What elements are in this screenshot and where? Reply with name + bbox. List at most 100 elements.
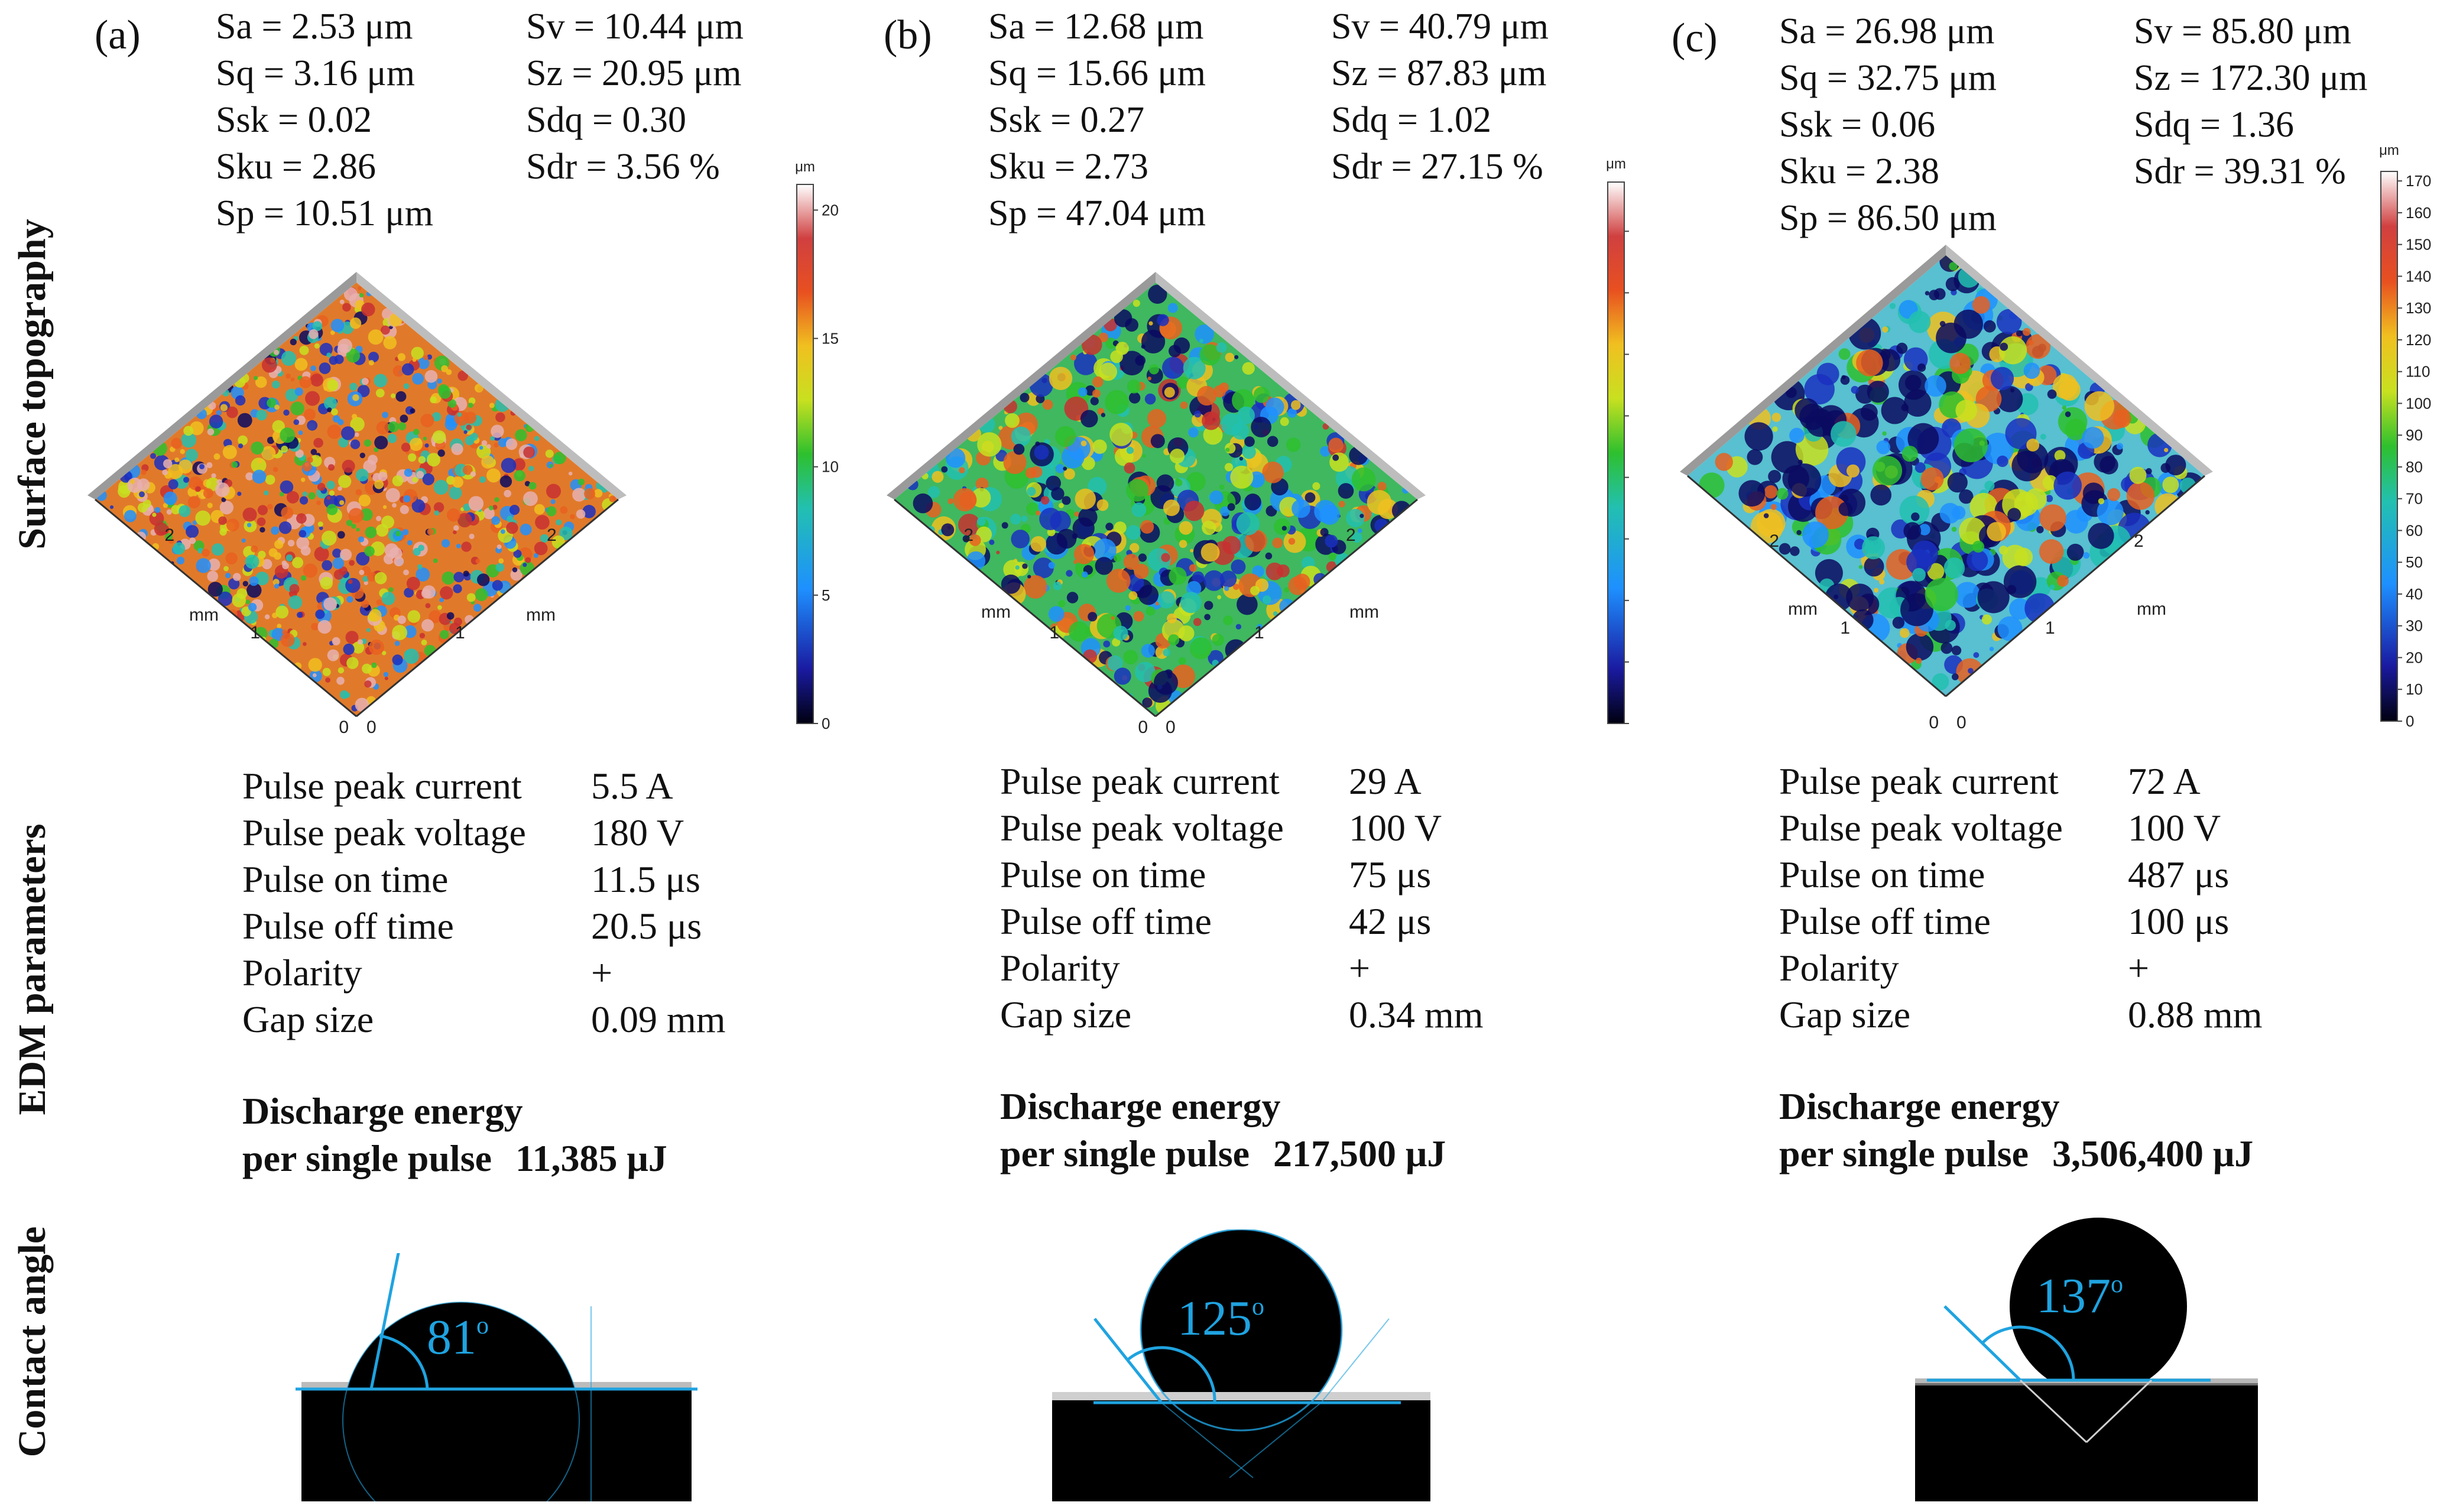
surface-speckle (299, 345, 309, 355)
surface-speckle (369, 640, 384, 655)
surface-speckle (1936, 322, 1967, 353)
surface-speckle (1377, 482, 1387, 491)
surface-speckle (528, 482, 537, 490)
surface-speckle (1095, 557, 1113, 575)
surface-speckle (361, 302, 375, 317)
roughness-sku: Sku = 2.86 (216, 147, 376, 187)
surface-speckle (1872, 456, 1903, 486)
surface-speckle (494, 442, 499, 448)
discharge-energy: Discharge energy per single pulse 3,506,4… (1779, 1083, 2253, 1177)
surface-speckle (1906, 633, 1934, 661)
surface-speckle (479, 476, 486, 483)
surface-speckle (261, 357, 277, 373)
surface-speckle (412, 358, 417, 362)
surface-speckle (1046, 475, 1061, 491)
surface-speckle (1176, 377, 1189, 389)
surface-speckle (1841, 375, 1846, 379)
surface-speckle (327, 649, 339, 661)
surface-speckle (1178, 657, 1186, 665)
surface-speckle (254, 375, 258, 381)
surface-speckle (1142, 454, 1147, 458)
edm-row: Pulse peak voltage 100 V (1779, 804, 2263, 851)
edm-name: Pulse peak voltage (1779, 806, 2063, 849)
surface-speckle (1141, 344, 1146, 349)
surface-speckle (1033, 557, 1054, 579)
surface-speckle (1203, 570, 1225, 591)
surface-speckle (2082, 427, 2104, 449)
colorbar-tick-label: 10 (2406, 680, 2423, 698)
surface-speckle (1180, 401, 1188, 409)
surface-speckle (1899, 495, 1930, 526)
surface-speckle (333, 495, 346, 507)
axis-line (894, 498, 1156, 718)
surface-speckle (1053, 582, 1062, 590)
surface-speckle (2097, 498, 2124, 525)
surface-speckle (1092, 376, 1104, 388)
surface-speckle (1304, 492, 1316, 503)
colorbar-tick-label: 0 (822, 715, 830, 732)
surface-speckle (298, 530, 307, 538)
surface-speckle (534, 436, 540, 442)
surface-speckle (433, 479, 449, 495)
surface-speckle (1907, 423, 1939, 455)
surface-speckle (274, 349, 280, 355)
surface-speckle (1915, 657, 1922, 664)
surface-speckle (1838, 348, 1851, 360)
surface-speckle (330, 319, 345, 332)
surface-speckle (475, 588, 488, 601)
surface-speckle (302, 491, 308, 497)
surface-speckle (1320, 446, 1331, 457)
surface-speckle (1846, 583, 1874, 612)
surface-speckle (1134, 563, 1149, 579)
surface-speckle (440, 586, 453, 600)
surface-speckle (207, 428, 215, 436)
x-tick-2: 2 (1769, 531, 1779, 551)
surface-speckle (264, 490, 269, 496)
surface-speckle (403, 569, 409, 576)
surface-edge (356, 272, 627, 499)
surface-speckle (411, 499, 426, 513)
surface-speckle (397, 353, 405, 361)
discharge-energy: Discharge energy per single pulse 217,500… (1000, 1083, 1446, 1177)
surface-speckle (1178, 625, 1195, 641)
surface-speckle (307, 420, 318, 431)
y-axis-unit: mm (526, 605, 556, 625)
roughness-sdq: Sdq = 1.02 (1331, 100, 1491, 140)
surface-speckle (2007, 585, 2017, 595)
surface-speckle (376, 421, 390, 434)
surface-speckle (367, 572, 377, 582)
surface-speckle (285, 554, 293, 562)
surface-speckle (1147, 408, 1167, 429)
surface-speckle (404, 648, 419, 664)
surface-speckle (139, 491, 145, 498)
surface-speckle (400, 505, 409, 514)
surface-speckle (1154, 670, 1178, 695)
roughness-right: Sv = 40.79 μm Sz = 87.83 μm Sdq = 1.02 S… (1331, 6, 1549, 193)
surface-speckle (356, 551, 370, 566)
surface-speckle (342, 459, 355, 473)
surface-speckle (1088, 612, 1098, 622)
colorbar-tick-label: 5 (822, 586, 830, 604)
surface-speckle (163, 502, 168, 508)
surface-speckle (272, 380, 280, 389)
surface-speckle (504, 489, 511, 498)
surface-speckle (1113, 625, 1128, 641)
surface-speckle (1112, 638, 1121, 647)
surface-speckle (449, 486, 462, 499)
surface-speckle (300, 546, 311, 556)
surface-speckle (473, 603, 482, 612)
surface-speckle (553, 452, 566, 465)
surface-speckle (1126, 446, 1134, 455)
surface-speckle (421, 619, 434, 632)
surface-speckle (223, 566, 229, 572)
surface-speckle (1889, 303, 1896, 309)
roughness-right: Sv = 10.44 μm Sz = 20.95 μm Sdq = 0.30 S… (526, 6, 744, 193)
surface-speckle (1224, 463, 1234, 472)
surface-speckle (1133, 611, 1144, 622)
edm-row: Gap size 0.88 mm (1779, 991, 2263, 1038)
edm-name: Pulse off time (242, 904, 454, 947)
surface-speckle (1042, 399, 1053, 410)
surface-speckle (1291, 400, 1301, 410)
surface-speckle (1131, 502, 1147, 517)
colorbar-tick-label: 20 (2406, 648, 2423, 666)
